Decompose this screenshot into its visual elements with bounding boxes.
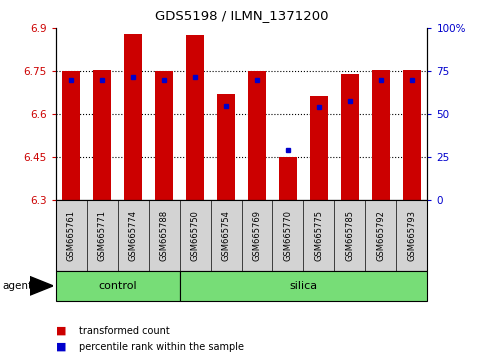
Text: GSM665754: GSM665754 bbox=[222, 210, 230, 261]
Bar bbox=[124, 34, 142, 200]
Text: GSM665793: GSM665793 bbox=[408, 210, 416, 261]
Bar bbox=[403, 70, 421, 200]
Text: GSM665771: GSM665771 bbox=[98, 210, 107, 261]
Text: GSM665792: GSM665792 bbox=[376, 210, 385, 261]
Text: silica: silica bbox=[289, 281, 317, 291]
Text: GSM665750: GSM665750 bbox=[190, 210, 199, 261]
Bar bbox=[155, 71, 173, 200]
Text: percentile rank within the sample: percentile rank within the sample bbox=[79, 342, 244, 352]
Text: GSM665770: GSM665770 bbox=[284, 210, 293, 261]
Text: control: control bbox=[98, 281, 137, 291]
Bar bbox=[217, 94, 235, 200]
Text: agent: agent bbox=[2, 281, 32, 291]
Text: ■: ■ bbox=[56, 342, 66, 352]
Bar bbox=[93, 70, 112, 200]
Text: transformed count: transformed count bbox=[79, 326, 170, 336]
Text: GSM665761: GSM665761 bbox=[67, 210, 75, 261]
Bar bbox=[56, 271, 180, 301]
Text: GSM665775: GSM665775 bbox=[314, 210, 324, 261]
Bar bbox=[310, 96, 328, 200]
Bar bbox=[186, 35, 204, 200]
Bar bbox=[180, 271, 427, 301]
Text: GSM665769: GSM665769 bbox=[253, 210, 261, 261]
Bar bbox=[279, 157, 297, 200]
Text: GSM665788: GSM665788 bbox=[159, 210, 169, 261]
Text: GDS5198 / ILMN_1371200: GDS5198 / ILMN_1371200 bbox=[155, 9, 328, 22]
Polygon shape bbox=[30, 276, 53, 295]
Bar bbox=[372, 70, 390, 200]
Text: GSM665785: GSM665785 bbox=[345, 210, 355, 261]
Text: GSM665774: GSM665774 bbox=[128, 210, 138, 261]
Text: ■: ■ bbox=[56, 326, 66, 336]
Bar bbox=[62, 71, 80, 200]
Bar bbox=[248, 71, 266, 200]
Bar bbox=[341, 74, 359, 200]
